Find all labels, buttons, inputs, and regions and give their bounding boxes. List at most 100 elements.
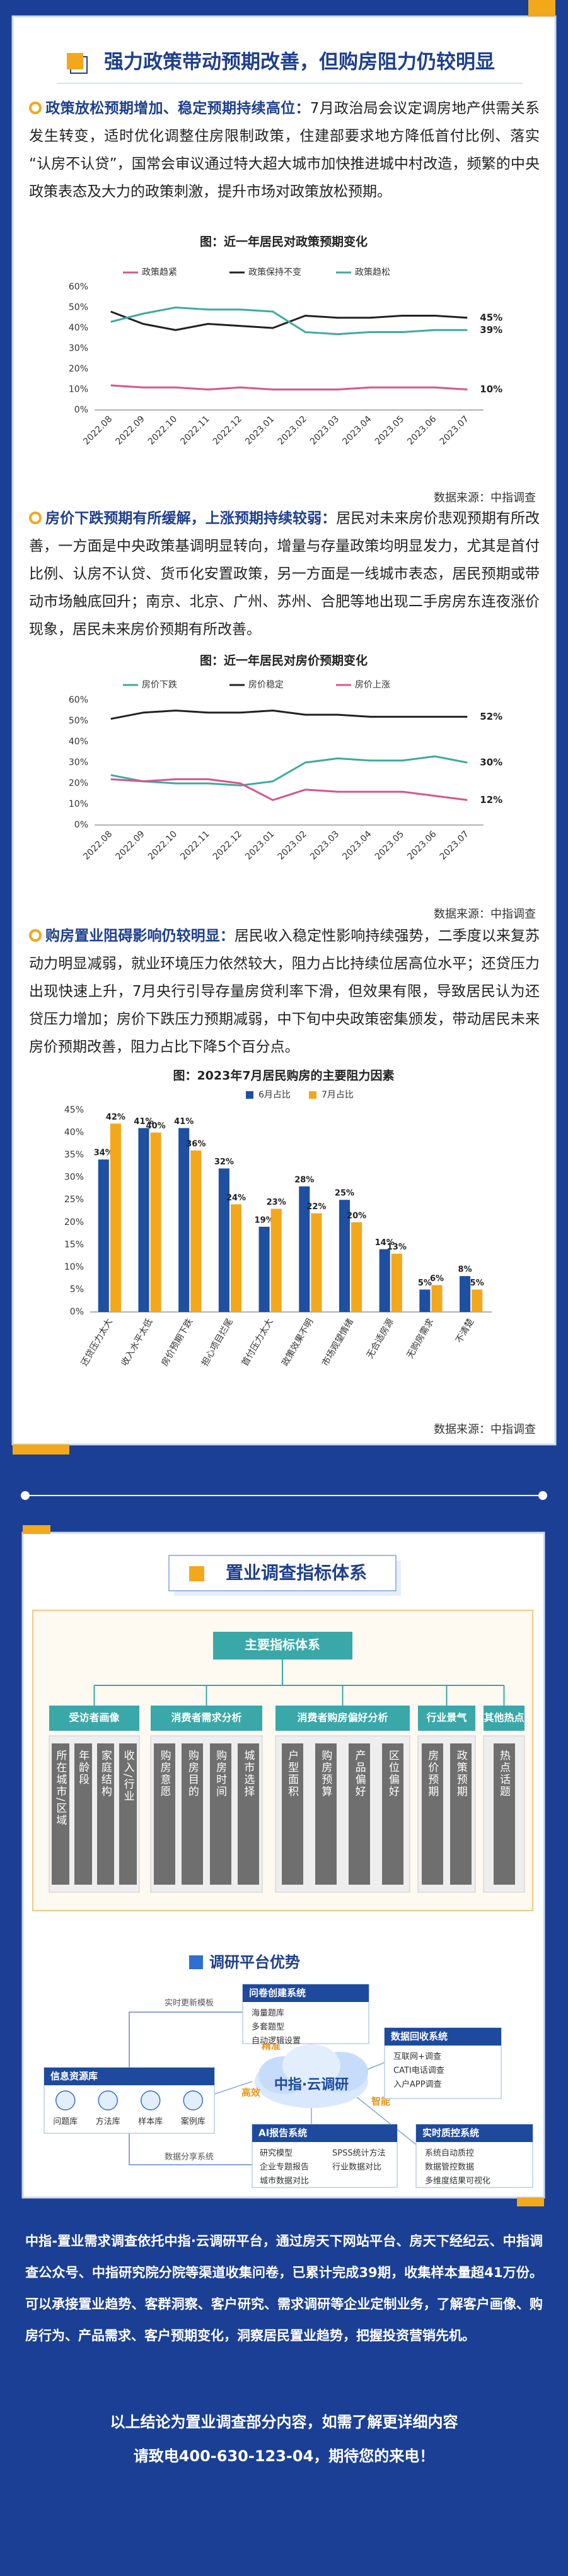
item-icon: [98, 2090, 118, 2111]
legend-label: 房价稳定: [248, 680, 284, 690]
header-frame: [168, 1555, 397, 1591]
bar: [178, 1128, 190, 1312]
y-tick-label: 30%: [64, 1173, 84, 1183]
value-label: 36%: [186, 1140, 206, 1149]
series-line: [110, 384, 468, 390]
indicator-item: 购房目的: [182, 1743, 204, 1885]
y-tick-label: 50%: [69, 303, 88, 313]
y-tick-label: 40%: [69, 323, 88, 333]
indicator-item: 收入/行业: [119, 1743, 137, 1885]
value-label: 28%: [294, 1175, 314, 1185]
bar: [270, 1209, 282, 1312]
series-line: [110, 307, 468, 336]
module-header: [243, 1984, 369, 2002]
cloud-label: 中指·云调研: [274, 2077, 349, 2093]
module-title: 信息资源库: [50, 2071, 98, 2082]
bar: [150, 1132, 161, 1312]
module-item: 方法库: [96, 2117, 120, 2127]
paragraph-text: 居民收入稳定性影响持续强势，二季度以来复苏动力明显减弱，就业环境压力依然较大，阻…: [29, 928, 540, 1055]
module-item: 行业数据对比: [332, 2163, 381, 2172]
bar: [419, 1289, 431, 1312]
y-tick-label: 10%: [69, 385, 88, 395]
paragraph-lead: 房价下跌预期有所缓解，上涨预期持续较弱：: [45, 510, 337, 527]
value-label: 24%: [226, 1193, 246, 1203]
group-label: 其他热点: [484, 1712, 524, 1724]
bar: [218, 1168, 229, 1312]
flow-label: 数据分享系统: [165, 2152, 214, 2162]
group-box: [49, 1706, 139, 1731]
module-title: 实时质控系统: [422, 2128, 479, 2139]
bar: [98, 1159, 109, 1312]
value-label: 10%: [480, 383, 502, 395]
value-label: 5%: [418, 1279, 432, 1288]
value-label: 6%: [430, 1274, 444, 1284]
y-tick-label: 10%: [69, 799, 88, 809]
bar: [299, 1186, 310, 1312]
module-item: 多维度结果可视化: [425, 2176, 490, 2186]
indicator-item: 所在城市/区域: [52, 1743, 69, 1885]
root-box: [213, 1632, 352, 1660]
value-label: 42%: [106, 1113, 125, 1122]
module-title: AI报告系统: [258, 2128, 307, 2139]
feature-label: 高效: [241, 2087, 261, 2099]
y-tick-label: 0%: [74, 405, 88, 415]
module-item: 多套题型: [252, 2022, 284, 2032]
bullet-icon: [29, 512, 42, 524]
bullet-icon: [29, 102, 42, 114]
module-item: 案例库: [181, 2117, 206, 2127]
footer-line: 请致电400-630-123-04，期待您的来电！: [133, 2447, 435, 2465]
paragraph: 购房置业阻碍影响仍较明显：居民收入稳定性影响持续强势，二季度以来复苏动力明显减弱…: [29, 922, 540, 1061]
item-icon: [183, 2090, 203, 2111]
chart-source: 数据来源：中指调查: [434, 491, 536, 505]
indicator-item: 购房时间: [209, 1743, 231, 1885]
corner-accent: [517, 2198, 544, 2206]
y-tick-label: 40%: [69, 737, 88, 747]
paragraph-lead: 政策放松预期增加、稳定预期持续高位：: [45, 100, 310, 117]
indicator-item: 户型面积: [281, 1743, 303, 1885]
module-item: 城市数据对比: [260, 2176, 309, 2186]
chart-title: 图：近一年居民对政策预期变化: [200, 235, 368, 249]
value-label: 22%: [306, 1202, 326, 1212]
legend-label: 政策趋紧: [142, 267, 177, 278]
legend-label: 7月占比: [322, 1090, 354, 1100]
legend-label: 政策趋松: [355, 267, 390, 278]
y-tick-label: 30%: [69, 344, 88, 354]
system-title: 置业调查指标体系: [226, 1562, 367, 1583]
bar: [379, 1249, 390, 1312]
y-tick-label: 50%: [69, 716, 88, 726]
y-tick-label: 10%: [64, 1262, 84, 1272]
group-box: [484, 1706, 525, 1731]
indicator-item: 产品偏好: [349, 1743, 371, 1885]
y-tick-label: 25%: [64, 1195, 84, 1205]
paragraph: 房价下跌预期有所缓解，上涨预期持续较弱：居民对未来房价悲观预期有所改善，一方面是…: [29, 505, 540, 643]
value-label: 13%: [387, 1243, 407, 1252]
indicator-item: 热点话题: [493, 1743, 515, 1885]
title-icon: [67, 53, 83, 69]
indicator-item: 年龄段: [74, 1743, 92, 1885]
flow-line: [129, 2011, 243, 2068]
indicator-item: 区位偏好: [382, 1743, 404, 1885]
value-label: 5%: [470, 1279, 484, 1288]
module-item: 企业专题报告: [260, 2162, 309, 2172]
value-label: 23%: [267, 1198, 286, 1207]
y-tick-label: 0%: [74, 820, 88, 830]
value-label: 45%: [480, 312, 502, 323]
value-label: 32%: [214, 1157, 234, 1167]
module-item: SPSS统计方法: [332, 2148, 386, 2158]
group-label: 消费者需求分析: [171, 1712, 241, 1724]
value-label: 41%: [174, 1117, 194, 1127]
module-item: 自动逻辑设置: [252, 2037, 301, 2046]
module-title: 数据回收系统: [391, 2031, 448, 2042]
bar: [391, 1253, 402, 1312]
indicator-item: 购房意愿: [154, 1743, 176, 1885]
y-tick-label: 20%: [69, 364, 88, 374]
item-icon: [141, 2090, 161, 2111]
value-label: 19%: [255, 1215, 274, 1225]
corner-accent: [13, 1444, 69, 1455]
module-item: 数据管控数据: [425, 2163, 474, 2172]
series-line: [110, 755, 468, 787]
bar: [190, 1150, 202, 1312]
bar: [431, 1285, 443, 1312]
paragraph-lead: 购房置业阻碍影响仍较明显：: [45, 928, 235, 944]
